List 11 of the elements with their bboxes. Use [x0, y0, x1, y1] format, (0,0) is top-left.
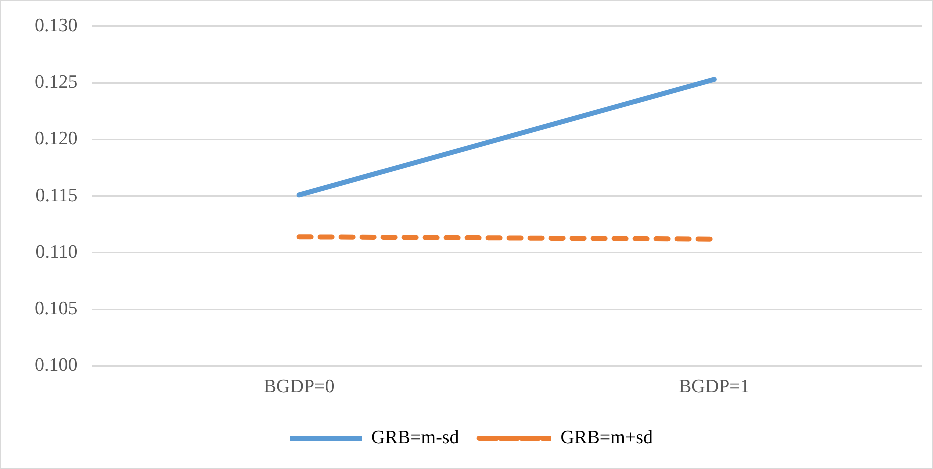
y-tick-label: 0.100: [35, 355, 78, 376]
legend-label: GRB=m+sd: [560, 427, 654, 448]
y-tick-label: 0.105: [35, 298, 78, 320]
y-tick-label: 0.110: [36, 242, 78, 263]
x-tick-label: BGDP=1: [678, 376, 750, 398]
y-tick-label: 0.130: [35, 15, 78, 36]
legend-label: GRB=m-sd: [372, 427, 460, 448]
x-tick-label: BGDP=0: [264, 376, 335, 398]
y-tick-label: 0.115: [36, 185, 78, 206]
y-tick-label: 0.125: [35, 72, 78, 94]
y-tick-label: 0.120: [35, 128, 78, 150]
